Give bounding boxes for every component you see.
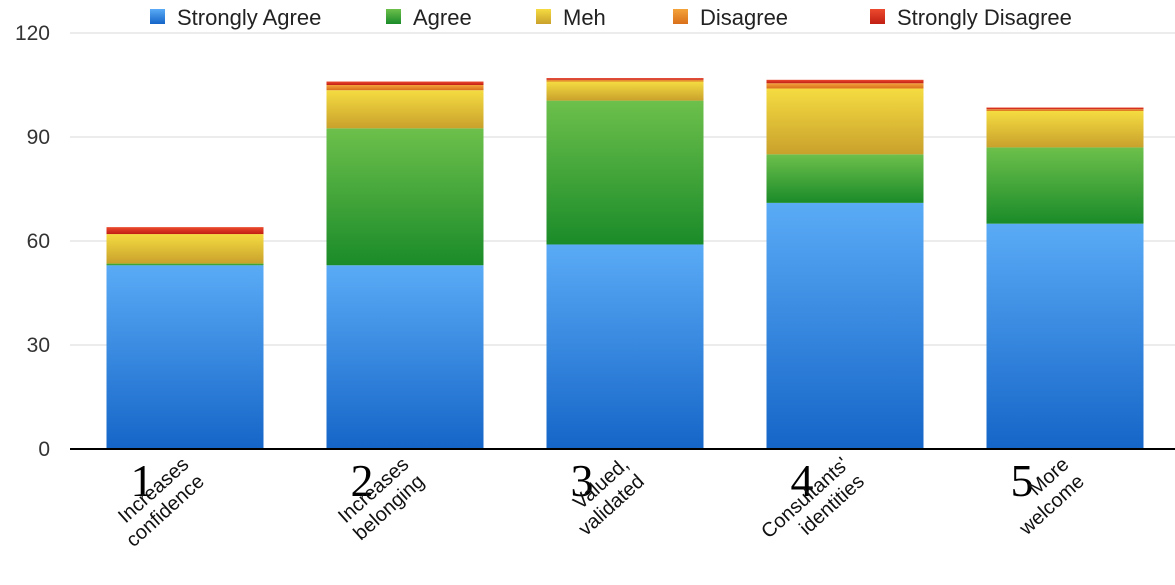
bar-stack: [766, 79, 924, 449]
bar-segment: [986, 107, 1144, 110]
category-label: Increasesbelonging: [334, 453, 429, 544]
bar-segment: [106, 227, 264, 235]
bar-stack: [546, 78, 704, 449]
category-number: 2: [351, 455, 374, 506]
legend-item: Disagree: [673, 5, 788, 30]
bar-segment: [106, 263, 264, 266]
legend-label: Strongly Agree: [177, 5, 321, 30]
legend-swatch: [870, 9, 885, 24]
bar-segment: [326, 265, 484, 449]
legend-label: Agree: [413, 5, 472, 30]
bar-segment: [326, 90, 484, 129]
bar-segment: [766, 154, 924, 203]
legend-item: Strongly Agree: [150, 5, 321, 30]
y-tick-label: 30: [27, 334, 50, 357]
bar-segment: [106, 234, 264, 264]
bar-stack: [986, 107, 1144, 449]
bar-stack: [106, 227, 264, 449]
legend-label: Disagree: [700, 5, 788, 30]
bar-segment: [986, 111, 1144, 148]
y-tick-label: 60: [27, 230, 50, 253]
bar-segment: [106, 265, 264, 449]
bar-segment: [766, 79, 924, 84]
bar-segment: [986, 147, 1144, 224]
category-label: Increasesconfidence: [107, 453, 209, 551]
bar-segment: [546, 244, 704, 449]
y-tick-label: 90: [27, 126, 50, 149]
category-number: 1: [131, 455, 154, 506]
legend-item: Agree: [386, 5, 472, 30]
bar-segment: [326, 85, 484, 91]
legend-swatch: [673, 9, 688, 24]
category-number: 5: [1011, 455, 1034, 506]
y-tick-label: 0: [38, 438, 50, 461]
legend-swatch: [386, 9, 401, 24]
bar-stack: [326, 81, 484, 449]
bar-segment: [326, 81, 484, 85]
y-axis-ticks: 0 30 60 90 120: [15, 22, 50, 461]
legend: Strongly Agree Agree Meh Disagree Strongly D…: [150, 5, 1072, 30]
legend-swatch: [536, 9, 551, 24]
legend-label: Meh: [563, 5, 606, 30]
bar-segment: [546, 79, 704, 82]
legend-item: Meh: [536, 5, 606, 30]
legend-swatch: [150, 9, 165, 24]
bars: [106, 78, 1144, 449]
bar-segment: [766, 83, 924, 89]
category-number: 3: [571, 455, 594, 506]
bar-segment: [986, 223, 1144, 449]
category-number: 4: [791, 455, 814, 506]
legend-item: Strongly Disagree: [870, 5, 1072, 30]
legend-label: Strongly Disagree: [897, 5, 1072, 30]
bar-segment: [546, 81, 704, 101]
bar-segment: [326, 128, 484, 266]
bar-segment: [546, 78, 704, 80]
bar-segment: [766, 88, 924, 155]
bar-segment: [986, 109, 1144, 111]
y-tick-label: 120: [15, 22, 50, 45]
bar-segment: [766, 202, 924, 449]
bar-segment: [546, 100, 704, 245]
